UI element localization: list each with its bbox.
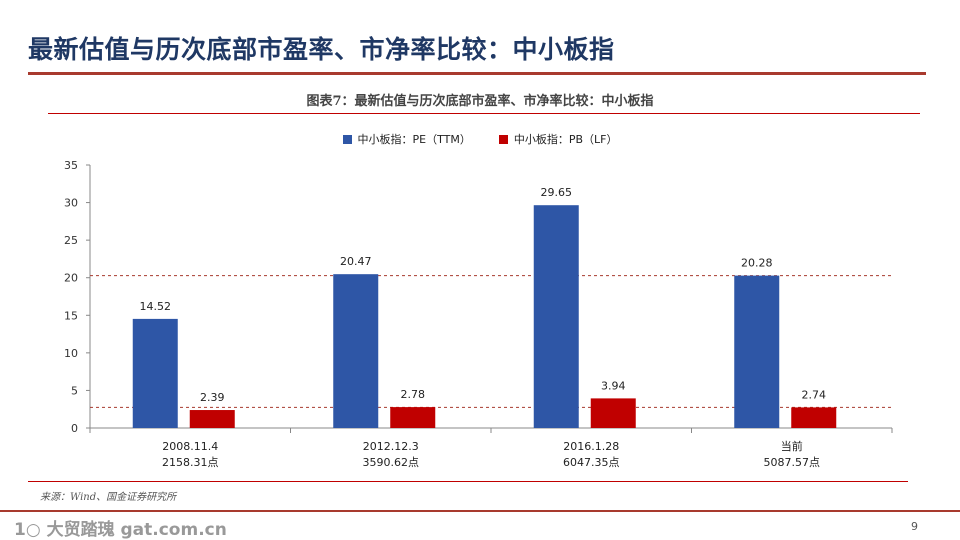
source-divider <box>28 481 908 482</box>
y-tick-label: 15 <box>64 309 78 322</box>
bar-pb <box>390 407 436 428</box>
y-tick-label: 5 <box>71 384 78 397</box>
title-divider <box>28 72 926 75</box>
chart-legend: 中小板指：PE（TTM） 中小板指：PB（LF） <box>0 131 960 147</box>
figure-caption: 图表7：最新估值与历次底部市盈率、市净率比较：中小板指 <box>306 94 654 109</box>
data-label-pe: 14.52 <box>140 300 172 313</box>
x-category-label: 2012.12.3 <box>363 440 419 453</box>
caption-divider <box>48 113 920 114</box>
data-label-pb: 2.39 <box>200 391 225 404</box>
bar-pe <box>132 318 178 428</box>
legend-item-pe: 中小板指：PE（TTM） <box>342 131 471 147</box>
x-category-sublabel: 5087.57点 <box>764 456 821 469</box>
x-category-label: 当前 <box>781 439 803 453</box>
y-tick-label: 35 <box>64 159 78 172</box>
legend-swatch-pe <box>342 134 352 144</box>
bar-pb <box>590 398 636 428</box>
x-category-label: 2008.11.4 <box>162 440 218 453</box>
bar-pe <box>734 275 780 428</box>
legend-item-pb: 中小板指：PB（LF） <box>498 131 618 147</box>
x-category-label: 2016.1.28 <box>563 440 619 453</box>
source-note: 来源：Wind、国金证券研究所 <box>40 492 177 503</box>
x-category-sublabel: 3590.62点 <box>363 456 420 469</box>
data-label-pb: 2.78 <box>401 388 426 401</box>
data-label-pe: 29.65 <box>541 186 573 199</box>
bar-pe <box>533 205 579 428</box>
bar-pb <box>189 410 235 428</box>
page-number: 9 <box>911 520 918 533</box>
watermark: 1○ 大贸踏瑰 gat.com.cn <box>14 520 227 540</box>
page-title: 最新估值与历次底部市盈率、市净率比较：中小板指 <box>28 35 615 64</box>
legend-swatch-pb <box>498 134 508 144</box>
data-label-pe: 20.47 <box>340 255 372 268</box>
data-label-pe: 20.28 <box>741 257 773 270</box>
data-label-pb: 2.74 <box>802 388 827 401</box>
x-category-sublabel: 2158.31点 <box>162 456 219 469</box>
y-tick-label: 25 <box>64 234 78 247</box>
y-tick-label: 10 <box>64 347 78 360</box>
legend-label-pe: 中小板指：PE（TTM） <box>357 133 471 146</box>
data-label-pb: 3.94 <box>601 379 626 392</box>
y-tick-label: 20 <box>64 272 78 285</box>
footer-divider <box>0 510 960 512</box>
y-tick-label: 0 <box>71 422 78 435</box>
x-category-sublabel: 6047.35点 <box>563 456 620 469</box>
bar-pb <box>791 407 837 428</box>
bar-pe <box>333 274 379 428</box>
y-tick-label: 30 <box>64 197 78 210</box>
legend-label-pb: 中小板指：PB（LF） <box>513 133 618 146</box>
bar-chart: 0 5 10 15 20 25 30 35 14.52 20.47 29.65 20.28 2.39 2.… <box>64 159 893 469</box>
